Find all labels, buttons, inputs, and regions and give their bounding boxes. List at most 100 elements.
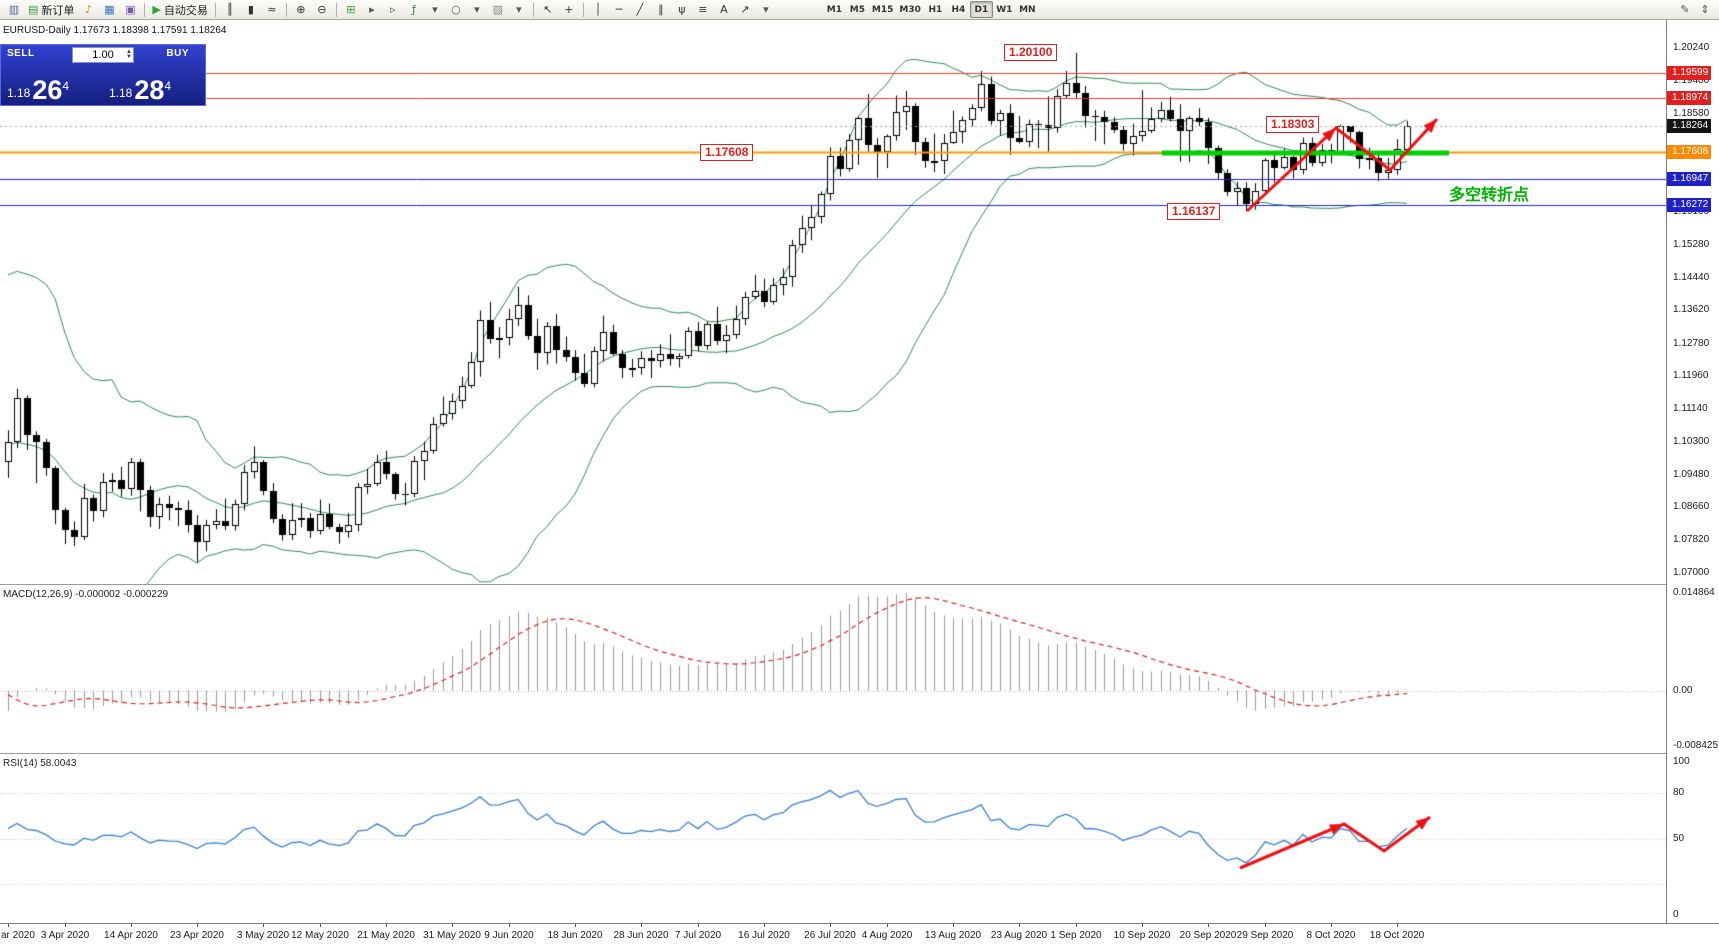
templates-dropdown-icon: ▾ <box>516 3 522 16</box>
templates-icon: ▧ <box>492 3 504 16</box>
text-icon[interactable]: A <box>714 1 734 18</box>
chart-shift-icon: ▹ <box>390 3 396 16</box>
sell-price: 1.18 26 4 <box>7 77 99 104</box>
timeframe-h1[interactable]: H1 <box>928 4 943 15</box>
market-watch-icon[interactable]: ▦ <box>99 1 119 18</box>
sell-price-pip: 4 <box>62 79 70 94</box>
periods-icon: ○ <box>451 3 461 16</box>
timeframe-m15[interactable]: M15 <box>871 4 894 15</box>
channel-icon[interactable]: ∥ <box>651 1 671 18</box>
crosshair-icon[interactable]: + <box>559 1 579 18</box>
time-tick <box>1019 924 1020 927</box>
lot-size-input[interactable]: 1.00 ▲ ▼ <box>72 47 134 63</box>
indicators-icon[interactable]: ƒ <box>404 1 424 18</box>
sound-alert-icon[interactable]: ♪ <box>78 1 98 18</box>
tile-windows-icon: ⊞ <box>346 3 356 16</box>
bar-chart-icon[interactable]: ║ <box>220 1 240 18</box>
sell-price-small: 1.18 <box>7 86 31 100</box>
time-axis[interactable]: ar 2020 3 Apr 2020 14 Apr 2020 23 Apr 2020 3… <box>0 923 1719 944</box>
vertical-line-icon[interactable]: │ <box>588 1 608 18</box>
toolbar-separator <box>144 2 146 17</box>
periods-icon[interactable]: ○ <box>446 1 466 18</box>
time-tick-label: 7 Jul 2020 <box>674 930 722 941</box>
scroll-window-icon[interactable]: ⇕ <box>1695 1 1715 18</box>
indicators-icon: ƒ <box>411 3 416 16</box>
chart-shift-icon[interactable]: ▹ <box>383 1 403 18</box>
periods-dropdown-icon[interactable]: ▾ <box>467 1 487 18</box>
timeframe-m5[interactable]: M5 <box>849 4 865 15</box>
data-window-icon[interactable]: ▣ <box>120 1 140 18</box>
price-tick-label: 1.18580 <box>1673 107 1710 119</box>
timeframe-d1[interactable]: D1 <box>969 1 993 18</box>
price-annotation-label[interactable]: 1.17608 <box>700 144 754 161</box>
objects-dropdown-icon: ▾ <box>763 3 769 16</box>
timeframe-mn[interactable]: MN <box>1019 4 1036 15</box>
time-tick-label: 13 Aug 2020 <box>924 930 982 941</box>
lot-spinner[interactable]: ▲ ▼ <box>126 48 132 60</box>
rsi-axis-label: 0 <box>1673 909 1679 920</box>
zoom-out-icon[interactable]: ⊖ <box>312 1 332 18</box>
sound-alert-icon: ♪ <box>84 3 92 16</box>
new-order-button-label: 新订单 <box>41 3 75 17</box>
price-tick-label: 1.07000 <box>1673 567 1710 578</box>
timeframe-m1[interactable]: M1 <box>826 4 842 15</box>
macd-panel-canvas[interactable] <box>0 585 1666 754</box>
new-chart-icon[interactable]: ▥ <box>4 1 24 18</box>
templates-icon[interactable]: ▧ <box>488 1 508 18</box>
auto-scroll-icon[interactable]: ▸ <box>362 1 382 18</box>
time-tick <box>131 924 132 927</box>
indicators-dropdown-icon[interactable]: ▾ <box>425 1 445 18</box>
line-chart-icon[interactable]: ≈ <box>262 1 282 18</box>
objects-dropdown-icon[interactable]: ▾ <box>756 1 776 18</box>
horizontal-line-icon: ─ <box>615 3 623 16</box>
macd-indicator-label: MACD(12,26,9) -0.000002 -0.000229 <box>3 589 169 600</box>
toolbar-separator <box>214 2 216 17</box>
price-chart-canvas[interactable] <box>0 20 1666 585</box>
lot-size-value: 1.00 <box>92 49 114 61</box>
zoom-in-icon[interactable]: ⊕ <box>291 1 311 18</box>
toolbar-separator <box>532 2 534 17</box>
panel-separator[interactable] <box>0 584 1719 586</box>
price-tick-label: 1.07820 <box>1673 534 1710 546</box>
price-level-marker: 1.18264 <box>1667 119 1712 134</box>
price-axis[interactable]: 1.202401.194001.185801.161001.152801.144… <box>1666 20 1719 923</box>
price-level-marker: 1.16272 <box>1667 198 1712 213</box>
time-tick <box>698 924 699 927</box>
auto-trading-button[interactable]: ▶ 自动交易 <box>149 1 210 18</box>
arrows-icon[interactable]: ↗ <box>735 1 755 18</box>
indicators-dropdown-icon: ▾ <box>432 3 438 16</box>
pitchfork-icon[interactable]: ψ <box>672 1 692 18</box>
templates-dropdown-icon[interactable]: ▾ <box>509 1 529 18</box>
fibonacci-icon[interactable]: ≡ <box>693 1 713 18</box>
panel-separator[interactable] <box>0 753 1719 755</box>
turning-point-note[interactable]: 多空转折点 <box>1449 185 1530 204</box>
time-tick <box>1142 924 1143 927</box>
time-tick-label: 23 Apr 2020 <box>170 930 224 941</box>
trendline-icon: ╱ <box>636 3 644 16</box>
edit-cursor-icon[interactable]: ✎ <box>1675 1 1695 18</box>
toolbar: ▥ ▤ 新订单 ♪ ▦ ▣ ▶ 自动交易 ║ ▮ ≈ ⊕ ⊖ ⊞ ▸ ▹ ƒ ▾ ○ ▾ ▧ ▾ ↖ + │ ─ ╱ ∥ ψ ≡ A ↗ ▾ M1… <box>0 0 1719 20</box>
rsi-indicator-label: RSI(14) 58.0043 <box>3 758 77 769</box>
price-annotation-label[interactable]: 1.18303 <box>1266 116 1320 133</box>
new-order-button[interactable]: ▤ 新订单 <box>25 1 77 18</box>
rsi-axis-label: 100 <box>1673 756 1690 767</box>
time-tick-label: 12 May 2020 <box>291 930 349 941</box>
candlestick-chart-icon[interactable]: ▮ <box>241 1 261 18</box>
cursor-icon[interactable]: ↖ <box>538 1 558 18</box>
buy-button[interactable]: BUY 1.18 28 4 <box>103 45 205 105</box>
rsi-panel-canvas[interactable] <box>0 754 1666 923</box>
timeframe-m30[interactable]: M30 <box>899 4 921 15</box>
buy-price: 1.18 28 4 <box>109 77 201 104</box>
time-tick <box>764 924 765 927</box>
horizontal-line-icon[interactable]: ─ <box>609 1 629 18</box>
trendline-icon[interactable]: ╱ <box>630 1 650 18</box>
sell-button[interactable]: SELL 1.18 26 4 <box>1 45 103 105</box>
price-annotation-label[interactable]: 1.20100 <box>1004 44 1058 61</box>
time-tick <box>263 924 264 927</box>
tile-windows-icon[interactable]: ⊞ <box>341 1 361 18</box>
price-tick-label: 1.19400 <box>1673 75 1710 87</box>
price-level-marker: 1.18974 <box>1667 91 1712 106</box>
timeframe-h4[interactable]: H4 <box>951 4 966 15</box>
price-annotation-label[interactable]: 1.16137 <box>1167 203 1221 220</box>
timeframe-w1[interactable]: W1 <box>996 4 1013 15</box>
